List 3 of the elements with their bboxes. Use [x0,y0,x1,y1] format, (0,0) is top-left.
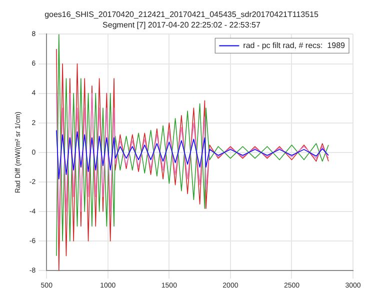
chart-subtitle: Segment [7] 2017-04-20 22:25:02 - 22:53:57 [102,20,261,30]
chart-title: goes16_SHIS_20170420_212421_20170421_045435_sdr20170421T113515 [44,10,319,20]
legend-label: rad - pc filt rad, # recs: 1989 [243,40,346,50]
